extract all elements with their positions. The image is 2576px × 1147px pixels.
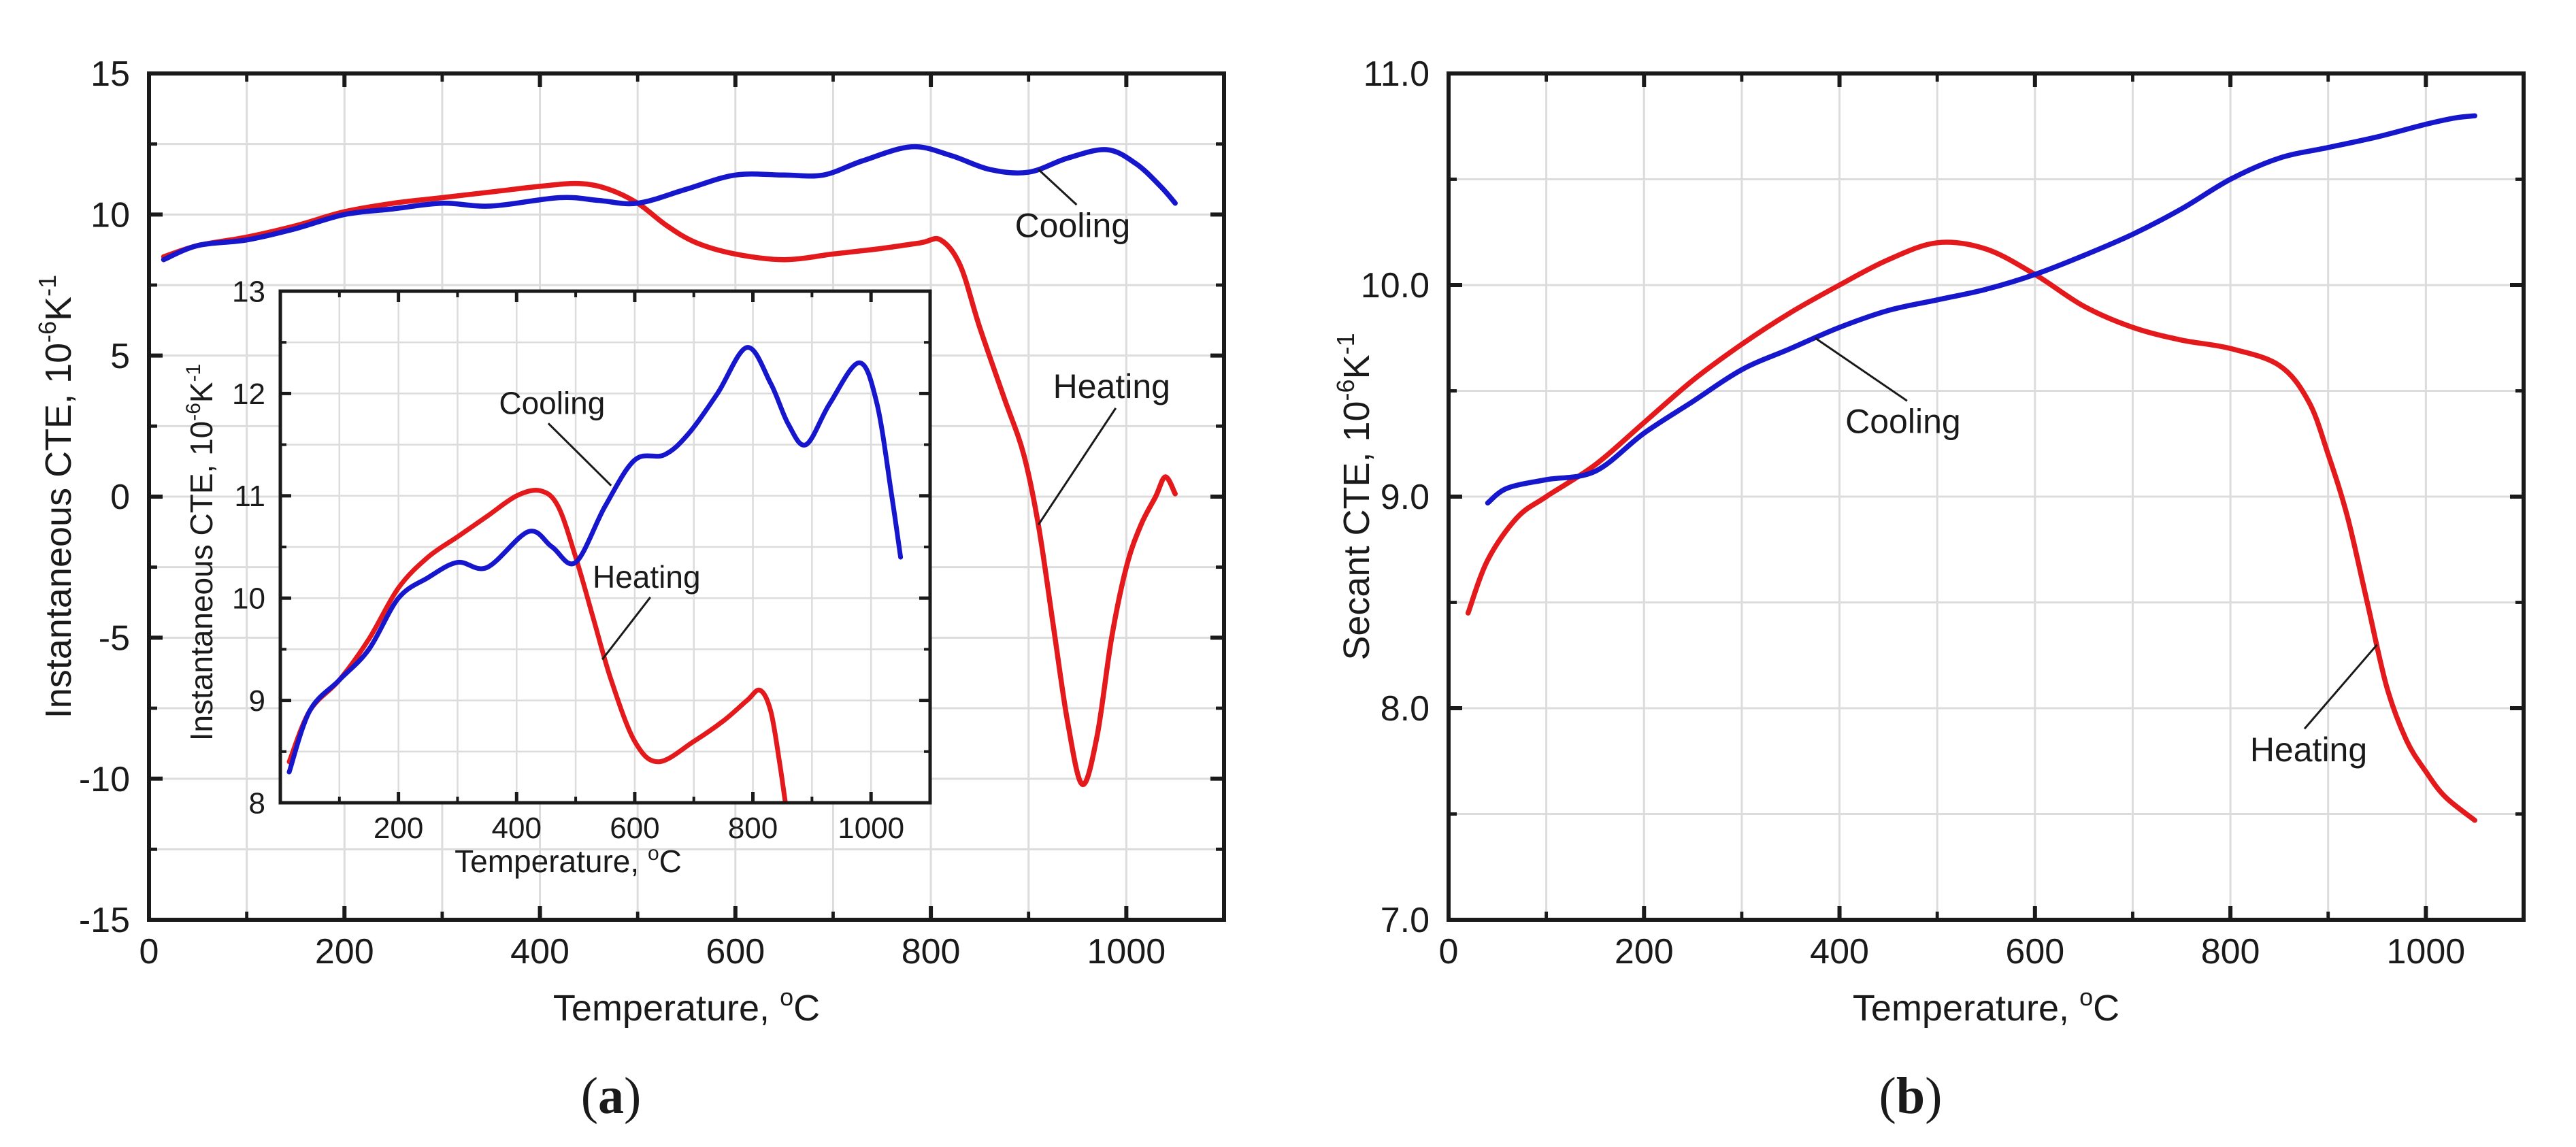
cooling-leader-a xyxy=(1038,168,1078,206)
cooling-annotation-i: Cooling xyxy=(499,385,605,420)
tick-labels-a: 0 200 400 600 800 1000 -15 -10 -5 0 5 10 15 xyxy=(79,54,1166,971)
grid-inset xyxy=(280,291,930,803)
x-tick-label-800: 800 xyxy=(728,812,778,845)
x-tick-label-400: 400 xyxy=(1810,932,1869,971)
cooling-leader-b xyxy=(1814,337,1908,402)
y-tick-label-10: 10 xyxy=(90,196,130,235)
tick-labels-b: 0 200 400 600 800 1000 7.0 8.0 9.0 10.0 11.0 xyxy=(1361,54,2465,971)
x-tick-label-0: 0 xyxy=(139,932,159,971)
series-b xyxy=(1465,113,2477,823)
x-axis-label-inset: Temperature, oC xyxy=(455,842,682,879)
y-tick-label-8: 8.0 xyxy=(1381,689,1430,729)
heating-line-i xyxy=(286,488,788,803)
heating-annotation-a: Heating xyxy=(1053,367,1170,405)
y-tick-label-7: 7.0 xyxy=(1381,901,1430,940)
panel-label-a: (a) xyxy=(581,1067,642,1125)
y-axis-label-inset: Instantaneous CTE, 10-6K-1 xyxy=(182,364,219,742)
tick-labels-inset: 200 400 600 800 1000 8 9 10 11 12 13 xyxy=(232,275,904,845)
x-tick-label-800: 800 xyxy=(902,932,961,971)
y-tick-label-10: 10.0 xyxy=(1361,266,1430,305)
cooling-line-i xyxy=(286,345,904,775)
heating-leader-i xyxy=(601,597,651,661)
x-tick-label-0: 0 xyxy=(1439,932,1459,971)
y-tick-label-15: 15 xyxy=(90,54,130,94)
x-tick-label-200: 200 xyxy=(374,812,423,845)
y-tick-label--5: -5 xyxy=(99,619,130,659)
x-tick-label-200: 200 xyxy=(1615,932,1674,971)
ticks-b xyxy=(1447,71,2524,922)
y-axis-label-b: Secant CTE, 10-6K-1 xyxy=(1332,333,1377,660)
annotations-b: Cooling Heating xyxy=(1814,337,2378,769)
y-tick-label-10: 10 xyxy=(232,582,265,616)
x-tick-label-1000: 1000 xyxy=(1087,932,1166,971)
heating-line-a xyxy=(161,180,1178,787)
series-a xyxy=(161,144,1178,787)
x-axis-label-b: Temperature, oC xyxy=(1853,983,2119,1029)
x-tick-label-600: 600 xyxy=(2005,932,2064,971)
x-tick-label-600: 600 xyxy=(610,812,659,845)
ticks-a xyxy=(147,71,1224,922)
y-tick-label--10: -10 xyxy=(79,760,130,799)
ticks-inset xyxy=(279,289,931,805)
cooling-leader-i xyxy=(547,422,612,486)
y-tick-label-8: 8 xyxy=(249,786,265,820)
y-tick-label-9: 9.0 xyxy=(1381,478,1430,517)
grid-b xyxy=(1449,73,2524,920)
heating-leader-a xyxy=(1037,408,1117,526)
panel-label-b: (b) xyxy=(1879,1067,1943,1125)
y-axis-label-a: Instantaneous CTE, 10-6K-1 xyxy=(33,275,79,718)
cooling-line-b xyxy=(1485,113,2477,506)
inset-chart: Cooling Heating 200 400 600 800 1000 8 9 10 11 12 1… xyxy=(182,275,932,879)
x-tick-label-600: 600 xyxy=(706,932,765,971)
heating-annotation-b: Heating xyxy=(2250,731,2367,769)
y-tick-label-11: 11 xyxy=(234,480,265,513)
y-tick-label-9: 9 xyxy=(249,684,265,718)
y-tick-label-12: 12 xyxy=(232,378,265,411)
x-axis-label-a: Temperature, oC xyxy=(553,983,820,1029)
y-tick-label-13: 13 xyxy=(232,275,265,308)
y-tick-label-0: 0 xyxy=(110,478,130,517)
panel-b: Cooling Heating 0 200 400 600 800 1000 7.0 8.0 9.… xyxy=(1332,54,2526,1125)
heating-annotation-i: Heating xyxy=(593,559,701,595)
x-tick-label-800: 800 xyxy=(2201,932,2260,971)
y-tick-label-11: 11.0 xyxy=(1364,54,1430,94)
annotations-inset: Cooling Heating xyxy=(499,385,701,661)
cooling-line-a xyxy=(161,144,1178,263)
x-tick-label-1000: 1000 xyxy=(838,812,904,845)
heating-line-b xyxy=(1465,239,2477,823)
cooling-annotation-a: Cooling xyxy=(1015,207,1131,245)
x-tick-label-400: 400 xyxy=(492,812,542,845)
series-inset xyxy=(286,345,904,803)
y-tick-label--15: -15 xyxy=(79,901,130,940)
x-tick-label-1000: 1000 xyxy=(2387,932,2466,971)
x-tick-label-200: 200 xyxy=(315,932,374,971)
heating-leader-b xyxy=(2303,644,2378,730)
x-tick-label-400: 400 xyxy=(510,932,569,971)
cooling-annotation-b: Cooling xyxy=(1845,403,1961,441)
y-tick-label-5: 5 xyxy=(110,337,130,376)
annotations-a: Cooling Heating xyxy=(1015,168,1170,526)
